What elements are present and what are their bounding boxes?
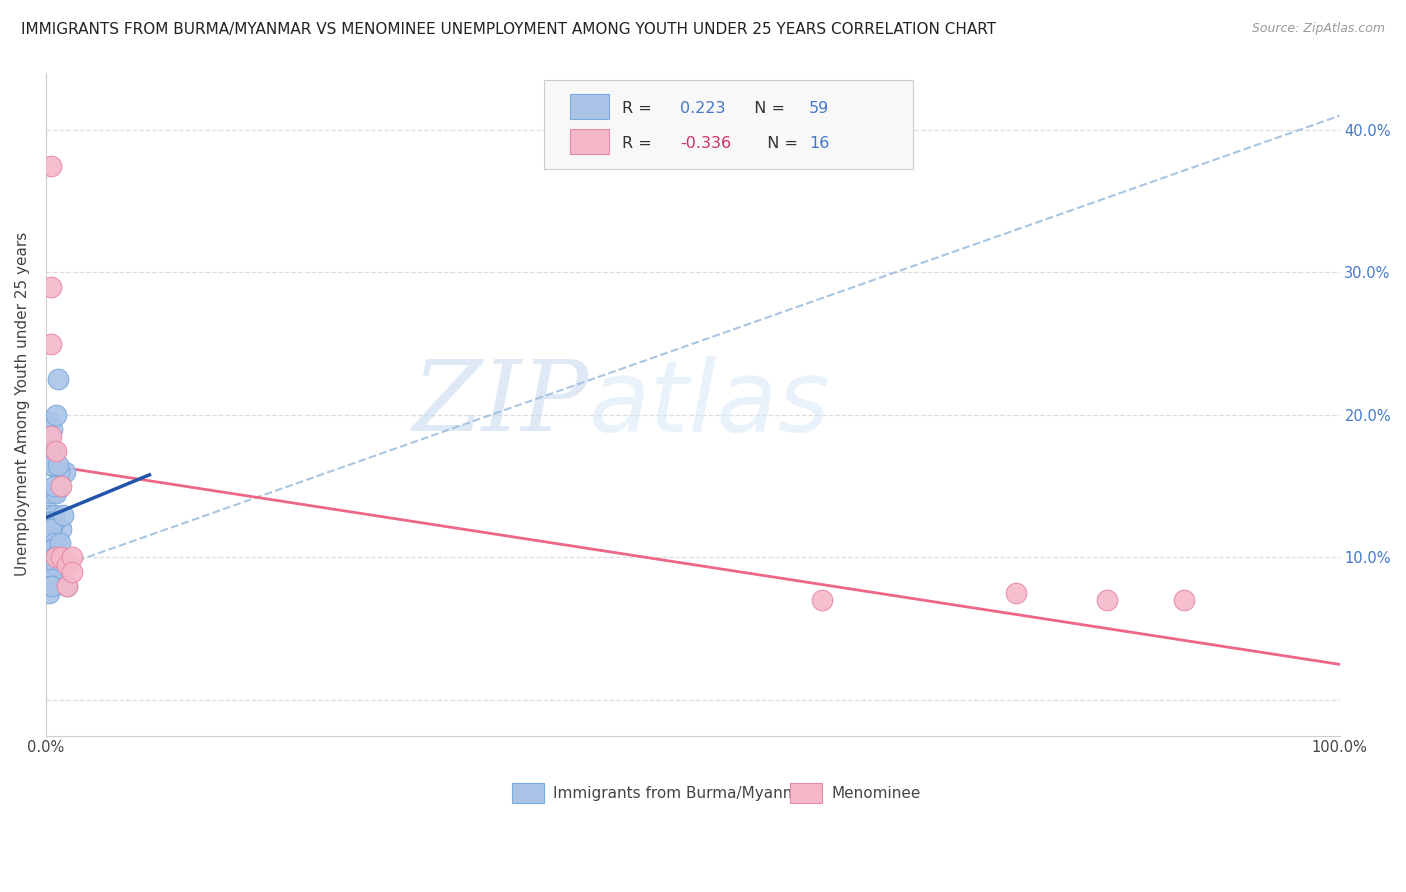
FancyBboxPatch shape (569, 129, 609, 154)
Point (39, 336, 62, 351)
Point (39, 159, 62, 173)
Point (42, 515, 65, 529)
Text: 0.223: 0.223 (681, 102, 725, 116)
Point (55, 579, 77, 593)
Point (38, 543, 60, 558)
Point (39, 522, 62, 536)
Text: R =: R = (621, 136, 657, 152)
Point (41, 458, 63, 472)
Point (51, 479, 73, 493)
Point (38, 586, 60, 600)
Point (49, 536, 72, 550)
Point (39, 458, 62, 472)
Point (38, 565, 60, 579)
Point (38, 486, 60, 500)
Point (42, 508, 65, 522)
Point (55, 558, 77, 572)
Point (38, 579, 60, 593)
Point (42, 550, 65, 565)
Point (45, 536, 67, 550)
Point (38, 522, 60, 536)
Point (42, 550, 65, 565)
Text: Menominee: Menominee (831, 786, 921, 801)
Point (60, 550, 83, 565)
Text: 16: 16 (810, 136, 830, 152)
Point (39, 565, 62, 579)
Point (38, 550, 60, 565)
Point (38, 522, 60, 536)
Point (45, 558, 67, 572)
Point (38, 508, 60, 522)
Point (45, 486, 67, 500)
Point (39, 543, 62, 558)
Point (41, 515, 63, 529)
Point (39, 529, 62, 543)
Point (42, 486, 65, 500)
Point (39, 522, 62, 536)
Y-axis label: Unemployment Among Youth under 25 years: Unemployment Among Youth under 25 years (15, 232, 30, 576)
Text: N =: N = (745, 102, 790, 116)
Point (42, 558, 65, 572)
Text: atlas: atlas (589, 356, 831, 453)
Point (42, 536, 65, 550)
Point (42, 443, 65, 458)
Point (60, 565, 83, 579)
Point (45, 443, 67, 458)
Point (38, 515, 60, 529)
Point (38, 508, 60, 522)
Point (53, 465, 76, 479)
Point (45, 408, 67, 422)
Point (38, 522, 60, 536)
Point (39, 558, 62, 572)
Text: R =: R = (621, 102, 657, 116)
Text: Immigrants from Burma/Myanmar: Immigrants from Burma/Myanmar (553, 786, 814, 801)
Point (41, 579, 63, 593)
Point (39, 443, 62, 458)
Point (1173, 593, 1195, 607)
Point (45, 550, 67, 565)
Point (39, 522, 62, 536)
Text: Source: ZipAtlas.com: Source: ZipAtlas.com (1251, 22, 1385, 36)
Point (41, 572, 63, 586)
FancyBboxPatch shape (512, 783, 544, 803)
Point (39, 429, 62, 443)
FancyBboxPatch shape (790, 783, 823, 803)
Point (39, 279, 62, 293)
Point (42, 479, 65, 493)
Point (1095, 593, 1118, 607)
Point (38, 443, 60, 458)
Point (38, 522, 60, 536)
Point (41, 422, 63, 436)
FancyBboxPatch shape (544, 79, 912, 169)
Point (46, 372, 69, 386)
Point (48, 465, 70, 479)
Point (1005, 586, 1028, 600)
Point (38, 515, 60, 529)
Point (48, 479, 70, 493)
Point (39, 443, 62, 458)
Point (42, 508, 65, 522)
Point (55, 579, 77, 593)
Point (38, 415, 60, 429)
Point (46, 458, 69, 472)
Point (51, 550, 73, 565)
Point (51, 522, 73, 536)
Text: IMMIGRANTS FROM BURMA/MYANMAR VS MENOMINEE UNEMPLOYMENT AMONG YOUTH UNDER 25 YEA: IMMIGRANTS FROM BURMA/MYANMAR VS MENOMIN… (21, 22, 997, 37)
Text: ZIP: ZIP (413, 357, 589, 452)
Point (38, 515, 60, 529)
Text: N =: N = (758, 136, 804, 152)
FancyBboxPatch shape (569, 95, 609, 120)
Point (52, 508, 75, 522)
Point (38, 443, 60, 458)
Point (38, 429, 60, 443)
Point (811, 593, 834, 607)
Point (38, 529, 60, 543)
Point (46, 550, 69, 565)
Text: 59: 59 (810, 102, 830, 116)
Text: -0.336: -0.336 (681, 136, 731, 152)
